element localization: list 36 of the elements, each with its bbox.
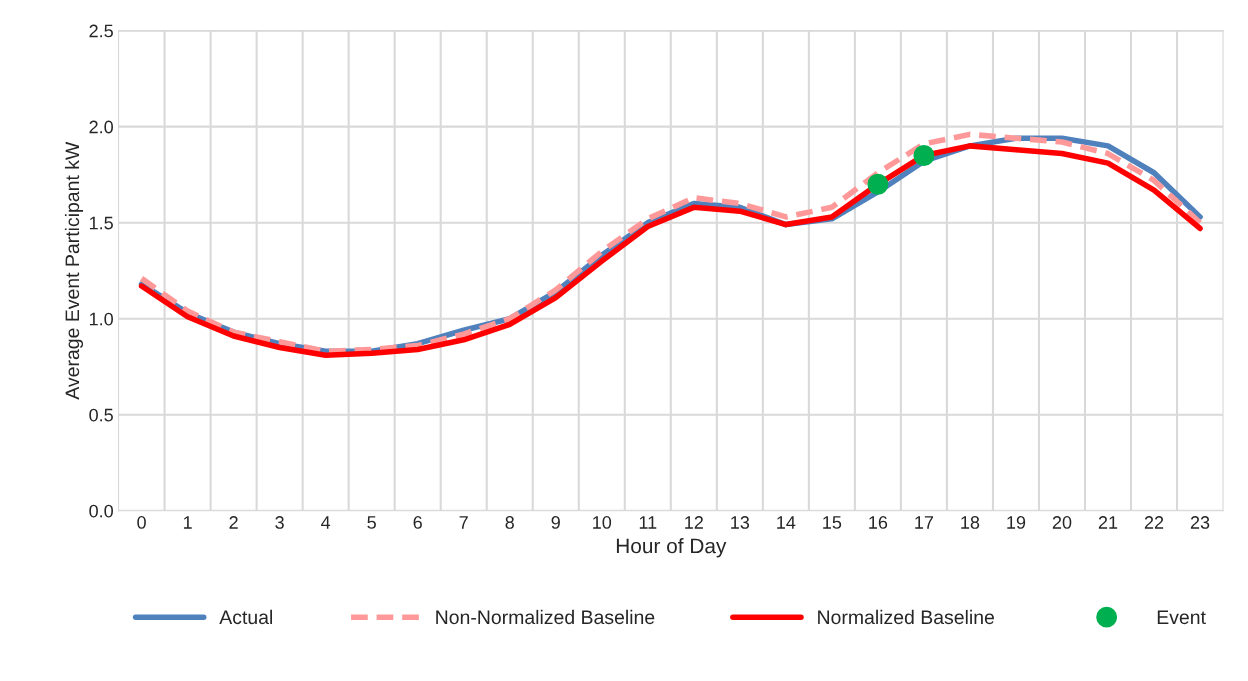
- y-tick-label: 1.5: [89, 216, 113, 230]
- x-tick-label: 17: [915, 516, 934, 529]
- x-axis-title: Hour of Day: [616, 538, 727, 558]
- x-tick-label: 16: [869, 516, 888, 529]
- legend-label: Event: [1157, 610, 1206, 625]
- x-tick-label: 8: [505, 516, 514, 529]
- x-tick-label: 13: [731, 516, 750, 529]
- x-tick-label: 20: [1052, 516, 1072, 529]
- y-tick-label: 2.0: [89, 120, 113, 134]
- x-tick-label: 11: [639, 516, 657, 529]
- x-tick-label: 23: [1190, 516, 1210, 529]
- x-tick-label: 15: [823, 516, 842, 529]
- x-tick-label: 21: [1098, 516, 1118, 529]
- x-tick-label: 7: [459, 516, 468, 529]
- x-tick-label: 19: [1007, 516, 1026, 529]
- x-tick-label: 2: [229, 516, 238, 529]
- x-tick-label: 1: [183, 516, 192, 529]
- y-axis-title: Average Event Participant kW: [64, 141, 84, 400]
- x-tick-label: 5: [367, 516, 376, 529]
- x-tick-label: 22: [1144, 516, 1164, 529]
- legend-label: Non-Normalized Baseline: [436, 609, 655, 625]
- x-tick-label: 14: [777, 516, 796, 529]
- y-tick-label: 1.0: [89, 312, 113, 326]
- x-tick-label: 6: [413, 516, 422, 529]
- x-tick-label: 3: [275, 516, 284, 529]
- y-tick-label: 2.5: [89, 24, 113, 38]
- x-tick-label: 18: [961, 516, 980, 529]
- y-tick-label: 0.5: [89, 408, 113, 422]
- y-tick-label: 0.0: [89, 504, 113, 518]
- x-tick-label: 12: [685, 516, 703, 529]
- x-tick-label: 0: [137, 516, 146, 529]
- x-tick-label: 10: [593, 516, 612, 529]
- x-tick-label: 4: [321, 516, 331, 529]
- x-tick-label: 9: [551, 516, 560, 529]
- legend-label: Normalized Baseline: [818, 609, 994, 625]
- legend-label: Actual: [219, 609, 272, 625]
